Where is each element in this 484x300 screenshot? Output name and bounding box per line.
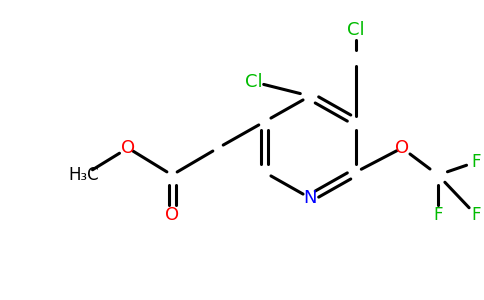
Text: O: O	[395, 139, 409, 157]
Text: F: F	[471, 153, 481, 171]
Text: O: O	[165, 206, 179, 224]
Text: N: N	[303, 189, 317, 207]
Text: Cl: Cl	[347, 21, 365, 39]
Text: F: F	[433, 206, 443, 224]
Text: Cl: Cl	[245, 73, 263, 91]
Text: F: F	[471, 206, 481, 224]
Text: H₃C: H₃C	[69, 166, 99, 184]
Text: O: O	[121, 139, 135, 157]
